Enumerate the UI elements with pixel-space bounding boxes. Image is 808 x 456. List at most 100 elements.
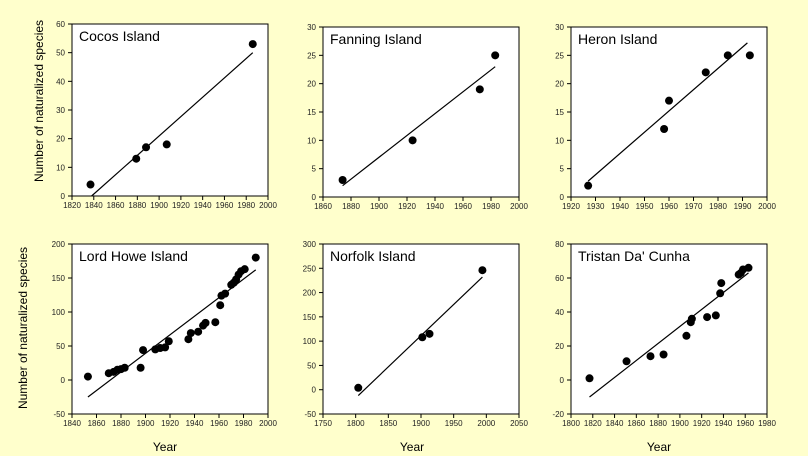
x-tick-label: 1800: [347, 419, 365, 428]
data-point: [161, 343, 170, 352]
x-tick-label: 1920: [172, 201, 190, 210]
data-point: [408, 136, 417, 145]
x-tick-label: 1940: [715, 419, 733, 428]
y-tick-label: 250: [303, 264, 317, 273]
data-point: [682, 331, 691, 340]
x-tick-label: 2000: [510, 202, 528, 211]
x-tick-label: 1980: [237, 201, 255, 210]
data-point: [646, 352, 655, 361]
y-tick-label: -20: [552, 410, 564, 419]
panel-4: 1840 1860 1880 1900 1920 1940 1960 1980 2000 -50 0…: [52, 240, 278, 428]
x-tick-label: 1900: [137, 419, 155, 428]
x-tick-label: 1960: [454, 202, 472, 211]
x-axis-title-left: Year: [153, 440, 177, 454]
data-point: [687, 314, 696, 323]
data-point: [354, 383, 363, 392]
y-tick-label: 0: [61, 192, 66, 201]
y-tick-label: 10: [307, 136, 316, 145]
panel-title: Norfolk Island: [330, 248, 416, 264]
y-tick-label: 60: [56, 20, 65, 29]
x-tick-label: 1960: [210, 419, 228, 428]
x-tick-label: 1940: [426, 202, 444, 211]
x-tick-label: 1950: [445, 419, 463, 428]
y-tick-label: 0: [312, 386, 317, 395]
x-tick-label: 1820: [63, 201, 81, 210]
y-tick-label: 5: [312, 165, 317, 174]
x-tick-label: 1880: [128, 201, 146, 210]
y-tick-label: 25: [555, 51, 564, 60]
x-tick-label: 2050: [510, 419, 528, 428]
plot-frame: [322, 26, 520, 198]
data-point: [717, 279, 726, 288]
x-tick-label: 1820: [584, 419, 602, 428]
x-tick-label: 1840: [85, 201, 103, 210]
panel-1: 1820 1840 1860 1880 1900 1920 1940 1960 1980 2000…: [56, 20, 277, 210]
x-tick-label: 1920: [398, 202, 416, 211]
data-point: [745, 51, 754, 60]
y-tick-label: 200: [303, 289, 317, 298]
panel-title: Lord Howe Island: [79, 248, 188, 264]
x-tick-label: 1940: [611, 202, 629, 211]
x-tick-label: 1880: [112, 419, 130, 428]
data-point: [585, 374, 594, 383]
y-axis-title-top: Number of naturalized species: [32, 20, 46, 182]
x-tick-label: 1980: [709, 202, 727, 211]
x-tick-label: 1900: [370, 202, 388, 211]
x-tick-label: 1880: [649, 419, 667, 428]
x-tick-label: 1920: [161, 419, 179, 428]
data-point: [622, 357, 631, 366]
x-tick-label: 1960: [736, 419, 754, 428]
x-tick-label: 1920: [693, 419, 711, 428]
regression-line: [91, 52, 254, 197]
regression-line: [587, 42, 748, 182]
data-point: [164, 337, 173, 346]
data-point: [248, 40, 257, 49]
data-point: [136, 363, 145, 372]
x-tick-label: 1980: [482, 202, 500, 211]
x-tick-label: 1960: [660, 202, 678, 211]
y-tick-label: 5: [560, 165, 565, 174]
y-tick-label: 100: [52, 308, 66, 317]
x-tick-label: 1940: [194, 201, 212, 210]
y-tick-label: 40: [555, 308, 564, 317]
x-tick-label: 1990: [734, 202, 752, 211]
panel-title: Tristan Da' Cunha: [578, 248, 690, 264]
plot-frame: [570, 26, 768, 198]
x-tick-label: 1900: [412, 419, 430, 428]
data-point: [723, 51, 732, 60]
x-tick-label: 1900: [671, 419, 689, 428]
data-point: [338, 176, 347, 184]
y-tick-label: 20: [307, 80, 316, 89]
x-tick-label: 1950: [636, 202, 654, 211]
y-tick-label: 10: [555, 136, 564, 145]
panel-2: 1860 1880 1900 1920 1940 1960 1980 2000 0 5 10 15 20…: [307, 23, 528, 211]
x-tick-label: 1930: [587, 202, 605, 211]
data-point: [83, 372, 92, 381]
x-tick-label: 1840: [606, 419, 624, 428]
y-tick-label: 200: [52, 240, 66, 249]
x-tick-label: 1860: [627, 419, 645, 428]
data-point: [475, 85, 484, 94]
data-point: [162, 140, 171, 149]
y-tick-label: 100: [303, 337, 317, 346]
data-point: [711, 311, 720, 320]
y-tick-label: 30: [56, 106, 65, 115]
y-tick-label: 0: [560, 193, 565, 202]
y-tick-label: 50: [56, 49, 65, 58]
y-tick-label: 150: [52, 274, 66, 283]
data-point: [211, 318, 220, 327]
panel-title: Cocos Island: [79, 28, 160, 44]
y-tick-label: 0: [560, 376, 565, 385]
y-tick-label: 40: [56, 77, 65, 86]
data-point: [425, 329, 434, 338]
data-point: [120, 363, 129, 372]
x-tick-label: 1940: [186, 419, 204, 428]
y-axis-title-bottom: Number of naturalized species: [16, 247, 30, 409]
plot-frame: [71, 23, 269, 197]
data-point: [86, 180, 95, 189]
y-tick-label: 0: [61, 376, 66, 385]
x-tick-label: 2000: [259, 419, 277, 428]
data-point: [701, 68, 710, 77]
x-tick-label: 1970: [685, 202, 703, 211]
y-tick-label: 80: [555, 240, 564, 249]
